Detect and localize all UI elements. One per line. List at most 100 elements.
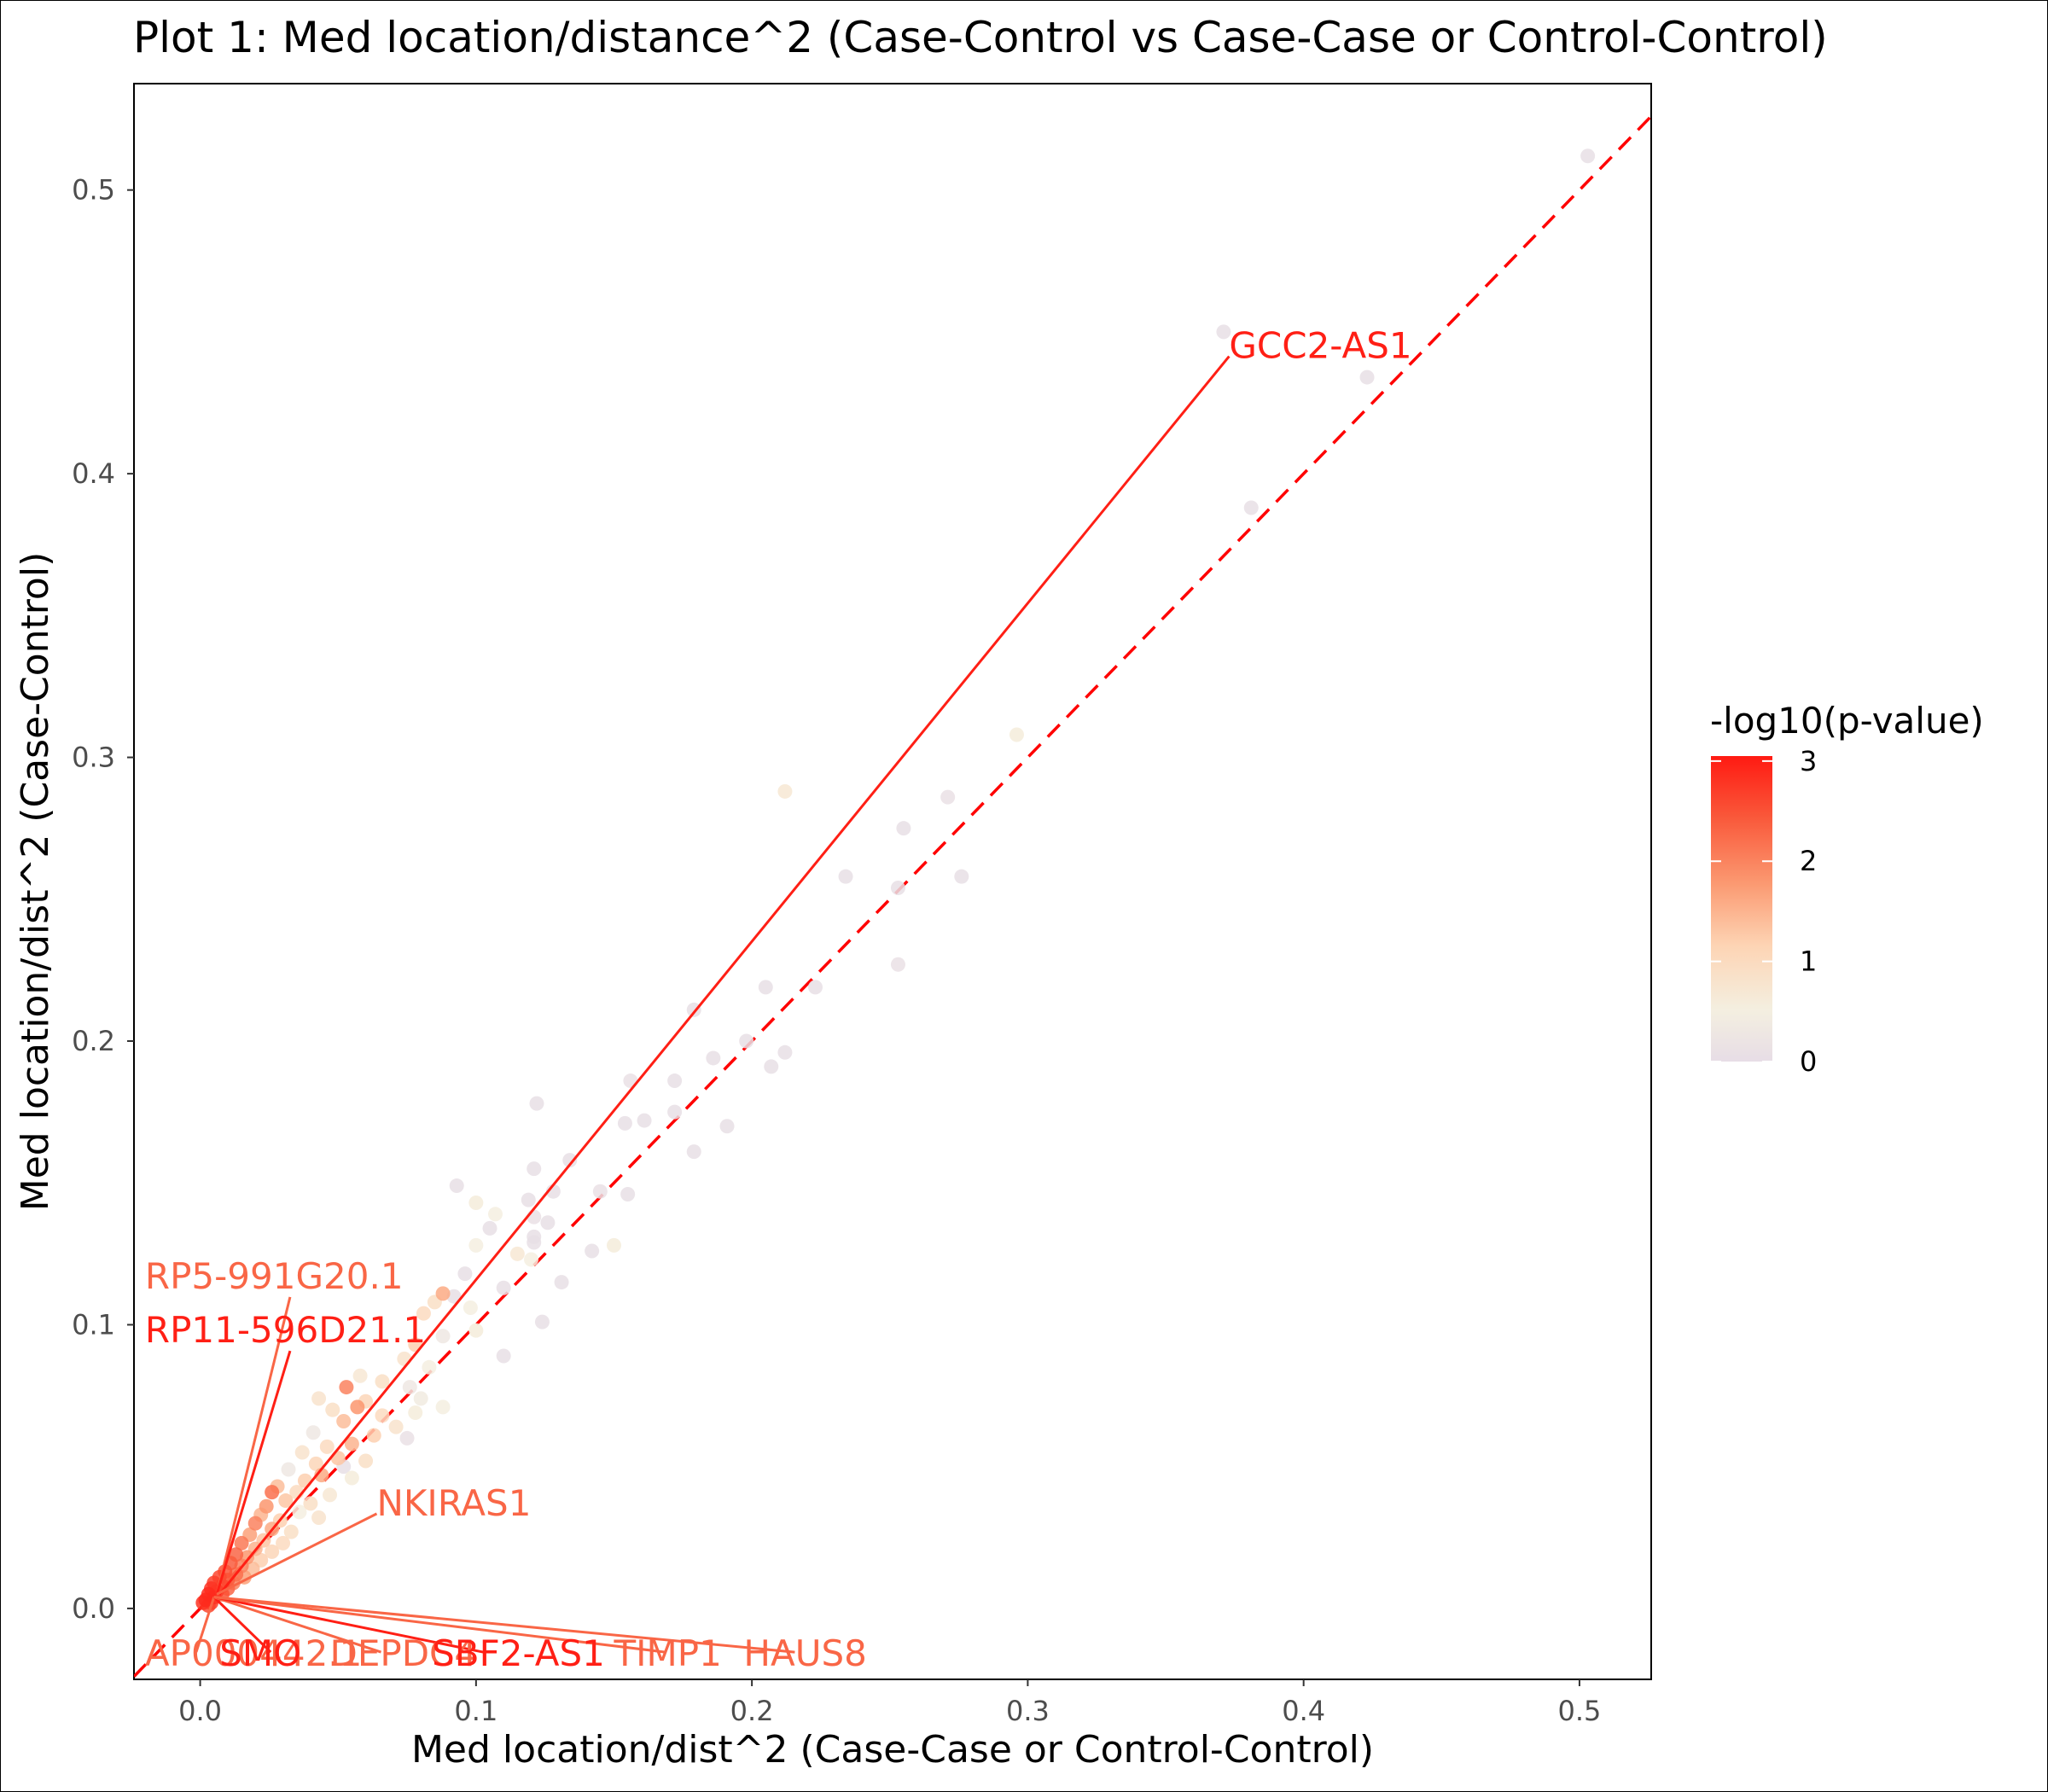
data-point	[496, 1280, 511, 1295]
data-point	[509, 1246, 525, 1261]
data-point	[366, 1428, 381, 1443]
data-point	[1216, 324, 1231, 340]
label-connector	[213, 1596, 484, 1654]
x-tick-label: 0.5	[1558, 1695, 1602, 1727]
data-point	[468, 1237, 484, 1253]
x-tick-label: 0.1	[454, 1695, 497, 1727]
data-point	[259, 1498, 274, 1514]
data-point	[311, 1391, 327, 1406]
data-point	[457, 1266, 473, 1282]
data-point	[344, 1470, 359, 1486]
data-point	[890, 957, 905, 972]
gene-label: TIMP1	[613, 1632, 721, 1674]
data-point	[527, 1235, 542, 1250]
data-point	[234, 1535, 249, 1551]
data-point	[435, 1286, 451, 1301]
data-point	[706, 1050, 721, 1066]
data-point	[283, 1524, 299, 1539]
gene-label: AP000442.1	[145, 1632, 362, 1674]
data-point	[247, 1516, 263, 1531]
data-point	[265, 1485, 280, 1500]
data-point	[606, 1237, 621, 1253]
data-point	[319, 1439, 335, 1454]
gene-label: DEPDC4	[330, 1632, 478, 1674]
data-point	[585, 1243, 600, 1259]
gene-label: RP11-596D21.1	[145, 1309, 426, 1351]
data-point	[198, 1592, 213, 1608]
data-point	[375, 1408, 390, 1423]
x-axis-title: Med location/dist^2 (Case-Case or Contro…	[411, 1728, 1374, 1772]
data-point	[1009, 727, 1024, 742]
data-point	[311, 1510, 327, 1526]
data-point	[529, 1096, 544, 1111]
legend-colorbar	[1711, 756, 1772, 1062]
data-point	[314, 1468, 329, 1483]
data-point	[446, 1289, 462, 1304]
label-connector	[216, 1512, 378, 1596]
data-point	[592, 1184, 608, 1199]
data-point	[777, 1044, 793, 1060]
data-point	[468, 1195, 484, 1210]
points-layer	[195, 148, 1596, 1614]
data-point	[686, 1144, 701, 1160]
data-point	[344, 1436, 359, 1452]
data-point	[352, 1368, 368, 1383]
legend-tick-label: 3	[1800, 745, 1817, 777]
y-tick-label: 0.4	[72, 457, 115, 490]
data-point	[402, 1380, 417, 1395]
data-point	[422, 1359, 437, 1375]
data-point	[667, 1104, 683, 1120]
data-point	[896, 821, 911, 836]
label-connector	[213, 1596, 666, 1654]
data-point	[617, 1115, 632, 1131]
data-point	[521, 1192, 536, 1207]
data-point	[777, 783, 793, 799]
plot-panel	[133, 83, 1652, 1680]
data-point	[719, 1119, 735, 1134]
gene-label: RP5-991G20.1	[145, 1255, 404, 1297]
data-point	[940, 789, 956, 805]
data-point	[388, 1419, 404, 1434]
legend-tick-label: 0	[1800, 1045, 1817, 1078]
data-point	[739, 1033, 754, 1049]
data-point	[482, 1220, 497, 1236]
data-point	[758, 980, 773, 995]
x-tick-label: 0.4	[1282, 1695, 1325, 1727]
data-point	[358, 1453, 374, 1469]
data-point	[330, 1451, 346, 1466]
data-point	[620, 1187, 636, 1202]
legend-tick-label: 2	[1800, 845, 1817, 877]
gene-label: SMO	[219, 1632, 301, 1674]
label-connector	[215, 1350, 292, 1595]
x-axis: 0.0 0.1 0.2 0.3 0.4 0.5	[178, 1679, 1601, 1727]
data-point	[413, 1391, 428, 1406]
x-tick-label: 0.2	[730, 1695, 774, 1727]
data-point	[954, 869, 969, 884]
data-point	[524, 1252, 539, 1267]
data-point	[399, 1430, 415, 1446]
label-connector	[213, 1596, 795, 1654]
data-point	[292, 1504, 307, 1520]
data-point	[408, 1405, 423, 1421]
data-point	[305, 1425, 321, 1440]
data-point	[487, 1207, 503, 1222]
data-point	[890, 880, 905, 895]
data-point	[323, 1487, 338, 1503]
legend-tick-label: 1	[1800, 945, 1817, 978]
label-connector	[195, 1597, 216, 1653]
data-point	[449, 1178, 464, 1194]
label-connector	[215, 1296, 292, 1595]
y-tick-label: 0.5	[72, 174, 115, 207]
data-point	[807, 980, 823, 995]
data-point	[339, 1380, 354, 1395]
data-point	[308, 1456, 323, 1471]
data-point	[397, 1351, 412, 1366]
data-point	[325, 1402, 340, 1417]
y-tick-label: 0.1	[72, 1308, 115, 1341]
data-point	[764, 1059, 779, 1074]
data-point	[1359, 369, 1375, 385]
label-connector	[218, 355, 1231, 1596]
gene-label: HAUS8	[743, 1632, 866, 1674]
data-point	[562, 1153, 578, 1168]
data-point	[416, 1306, 431, 1321]
